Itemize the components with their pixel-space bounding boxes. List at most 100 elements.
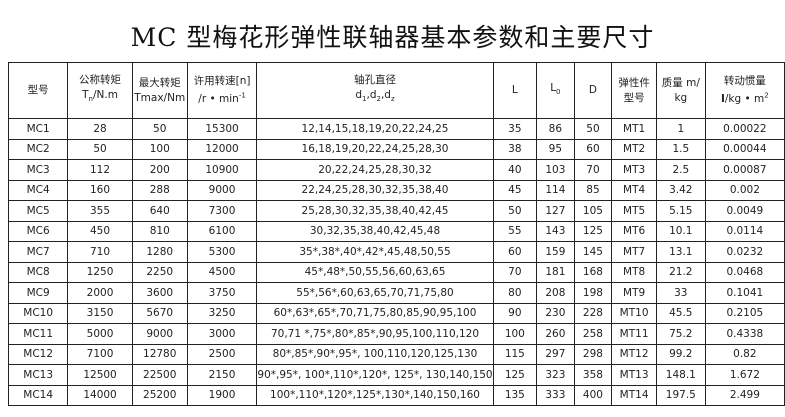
header-label: 最大转矩 [138, 76, 181, 89]
table-cell: 450 [67, 220, 133, 242]
table-row: MC7 710 1280 5300 35*,38*,40*,42*,45,48,50,5… [7, 241, 785, 263]
table-cell: 358 [573, 364, 613, 386]
table-cell: 1280 [131, 241, 188, 263]
header-max-torque: 最大转矩 Tmax/Nm [131, 62, 188, 119]
table-cell: 127 [536, 200, 575, 222]
table-cell: 200 [131, 159, 188, 181]
table-cell: 86 [536, 118, 575, 140]
header-unit: /r • min-1 [198, 91, 246, 106]
table-cell: 228 [573, 302, 613, 324]
table-cell: 160 [67, 179, 133, 201]
table-row: MC14 14000 25200 1900 100*,110*,120*,125*,13… [7, 384, 785, 406]
table-cell: 5.15 [655, 200, 706, 222]
table-cell: 288 [131, 179, 188, 201]
table-row: MC3 112 200 10900 20,22,24,25,28,30,32 40 103 7… [7, 159, 785, 181]
table-cell: MC6 [7, 220, 69, 242]
table-row: MC6 450 810 6100 30,32,35,38,40,42,45,48 55 14… [7, 220, 785, 242]
parameter-table: 型号 公称转矩 Tn/N.m 最大转矩 Tmax/Nm 许用转速[n] /r • mi… [7, 62, 785, 406]
header-label: 质量 m/ [661, 76, 700, 89]
table-cell: 0.0232 [704, 241, 785, 263]
table-cell: 30,32,35,38,40,42,45,48 [256, 220, 494, 242]
table-cell: 16,18,19,20,22,24,25,28,30 [256, 138, 494, 160]
table-cell: 1900 [186, 384, 258, 406]
table-cell: 80 [492, 282, 538, 304]
header-label: 轴孔直径 [354, 74, 396, 87]
table-cell: 55*,56*,60,63,65,70,71,75,80 [256, 282, 494, 304]
table-cell: 100 [492, 323, 538, 345]
table-cell: MT4 [611, 179, 657, 201]
table-cell: 197.5 [655, 384, 706, 406]
table-cell: 45 [492, 179, 538, 201]
header-model: 型号 [7, 62, 69, 119]
table-row: MC8 1250 2250 4500 45*,48*,50,55,56,60,63,65… [7, 261, 785, 283]
table-cell: MT12 [611, 343, 657, 365]
table-cell: 85 [573, 179, 613, 201]
header-row: 型号 公称转矩 Tn/N.m 最大转矩 Tmax/Nm 许用转速[n] /r • mi… [7, 62, 785, 119]
table-cell: 14000 [67, 384, 133, 406]
page-title: MC 型梅花形弹性联轴器基本参数和主要尺寸 [130, 23, 655, 52]
table-cell: MC3 [7, 159, 69, 181]
header-D: D [573, 62, 613, 119]
table-cell: 75.2 [655, 323, 706, 345]
table-cell: 258 [573, 323, 613, 345]
table-row: MC13 12500 22500 2150 90*,95*, 100*,110*,120… [7, 364, 785, 386]
table-cell: 60*,63*,65*,70,71,75,80,85,90,95,100 [256, 302, 494, 324]
table-cell: 0.0468 [704, 261, 785, 283]
table-row: MC12 7100 12780 2500 80*,85*,90*,95*, 100,11… [7, 343, 785, 365]
table-cell: 135 [492, 384, 538, 406]
table-cell: 20,22,24,25,28,30,32 [256, 159, 494, 181]
table-cell: 298 [573, 343, 613, 365]
table-cell: 25,28,30,32,35,38,40,42,45 [256, 200, 494, 222]
table-cell: 95 [536, 138, 575, 160]
header-label: 转动惯量 [723, 74, 766, 87]
table-cell: 0.00087 [704, 159, 785, 181]
table-cell: 10.1 [655, 220, 706, 242]
header-bore: 轴孔直径 d1,d2,dz [256, 62, 494, 119]
table-cell: 55 [492, 220, 538, 242]
table-cell: MT14 [611, 384, 657, 406]
table-cell: 260 [536, 323, 575, 345]
table-cell: 2000 [67, 282, 133, 304]
table-cell: 50 [67, 138, 133, 160]
table-cell: 168 [573, 261, 613, 283]
table-cell: 3000 [186, 323, 258, 345]
table-cell: 143 [536, 220, 575, 242]
table-cell: 3250 [186, 302, 258, 324]
table-cell: 22500 [131, 364, 188, 386]
table-cell: MC14 [7, 384, 69, 406]
table-cell: 3600 [131, 282, 188, 304]
header-L: L [492, 62, 538, 119]
table-cell: 2.499 [704, 384, 785, 406]
header-unit: d1,d2,dz [355, 89, 395, 104]
table-cell: MT5 [611, 200, 657, 222]
table-cell: MC5 [7, 200, 69, 222]
table-cell: 9000 [186, 179, 258, 201]
table-cell: MC8 [7, 261, 69, 283]
table-cell: 3150 [67, 302, 133, 324]
table-cell: 1250 [67, 261, 133, 283]
table-cell: 114 [536, 179, 575, 201]
header-elastic: 弹性件 型号 [611, 62, 657, 119]
table-cell: MC7 [7, 241, 69, 263]
table-cell: 1.672 [704, 364, 785, 386]
table-cell: 103 [536, 159, 575, 181]
table-cell: 115 [492, 343, 538, 365]
table-cell: 50 [131, 118, 188, 140]
table-cell: MC10 [7, 302, 69, 324]
table-cell: 45*,48*,50,55,56,60,63,65 [256, 261, 494, 283]
table-cell: MC4 [7, 179, 69, 201]
table-cell: 50 [573, 118, 613, 140]
table-cell: 25200 [131, 384, 188, 406]
table-cell: 1.5 [655, 138, 706, 160]
table-cell: 7300 [186, 200, 258, 222]
table-cell: 70 [492, 261, 538, 283]
table-cell: 333 [536, 384, 575, 406]
table-cell: 50 [492, 200, 538, 222]
header-inertia: 转动惯量 I/kg • m2 [704, 62, 785, 119]
table-cell: 3.42 [655, 179, 706, 201]
table-cell: 60 [492, 241, 538, 263]
table-cell: 12000 [186, 138, 258, 160]
header-nominal-torque: 公称转矩 Tn/N.m [67, 62, 133, 119]
table-cell: MT1 [611, 118, 657, 140]
table-cell: 33 [655, 282, 706, 304]
